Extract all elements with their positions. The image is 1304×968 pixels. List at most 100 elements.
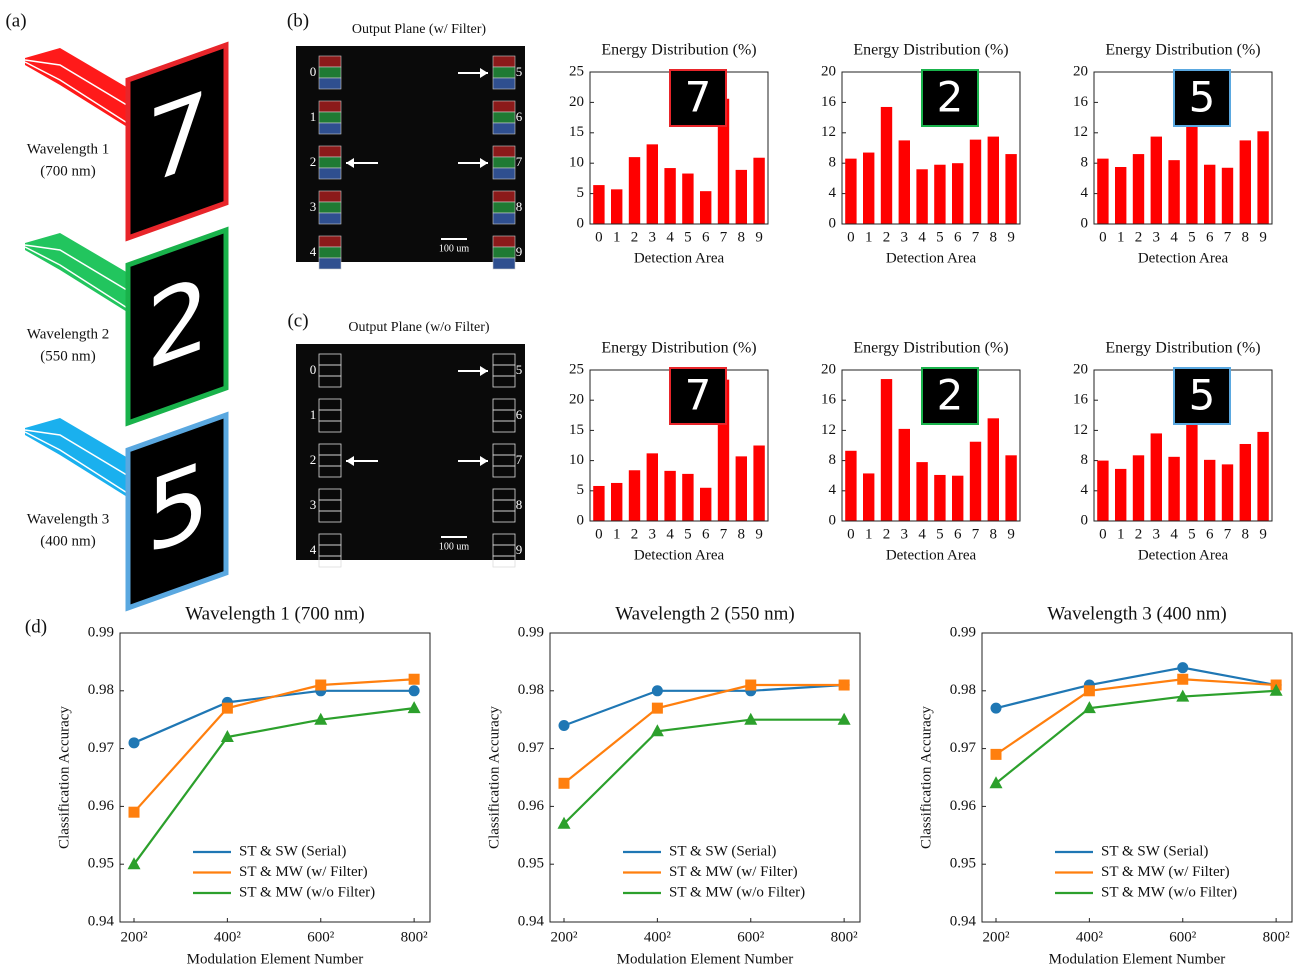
bar — [664, 470, 676, 521]
detector-label: 1 — [310, 407, 317, 422]
marker — [557, 816, 571, 829]
bar — [987, 418, 999, 521]
detector-stripe — [318, 55, 342, 68]
plot-frame — [549, 632, 861, 923]
x-tick-label: 1 — [1117, 229, 1125, 245]
bar — [1005, 154, 1017, 224]
marker — [989, 776, 1003, 789]
bar — [898, 428, 910, 521]
marker — [744, 712, 758, 725]
bar — [628, 157, 641, 224]
bar — [1132, 154, 1145, 224]
x-tick-label: 2 — [631, 526, 639, 542]
legend-label: ST & SW (Serial) — [669, 843, 776, 859]
panel-label: (c) — [287, 310, 308, 331]
detector-label: 7 — [516, 452, 523, 467]
x-tick-label: 5 — [684, 526, 692, 542]
marker — [651, 685, 663, 697]
detector-stripe — [492, 66, 516, 79]
x-tick-label: 4 — [918, 229, 926, 245]
x-axis-label: Modulation Element Number — [617, 951, 794, 967]
bar — [952, 475, 964, 521]
x-tick-label: 8 — [738, 229, 746, 245]
x-tick-label: 600² — [1169, 929, 1197, 945]
marker — [127, 857, 141, 870]
y-tick-label: 0.99 — [88, 624, 114, 640]
y-axis-label: Classification Accuracy — [918, 706, 934, 849]
y-tick-label: 12 — [1073, 422, 1088, 438]
y-tick-label: 8 — [1081, 155, 1089, 171]
series-line — [995, 678, 1277, 756]
detector-stripe — [318, 420, 342, 433]
wavelength-label: Wavelength 2 — [27, 326, 110, 342]
bar — [1186, 388, 1198, 521]
beam — [25, 233, 140, 320]
detector-stripe — [318, 201, 342, 214]
y-tick-label: 16 — [1073, 94, 1089, 110]
bar — [1204, 164, 1216, 224]
inset-frame — [669, 367, 727, 425]
x-tick-label: 5 — [1188, 229, 1196, 245]
inset-frame — [1173, 367, 1231, 425]
detector-label: 3 — [310, 199, 317, 214]
x-tick-label: 0 — [1099, 526, 1107, 542]
marker — [990, 702, 1002, 714]
chart-title: Energy Distribution (%) — [1105, 42, 1260, 59]
digit-frame — [125, 226, 229, 427]
x-tick-label: 6 — [954, 229, 962, 245]
x-tick-label: 1 — [1117, 526, 1125, 542]
detector-label: 6 — [516, 407, 523, 422]
legend-label: ST & SW (Serial) — [239, 843, 346, 859]
marker — [408, 673, 420, 685]
detector-stripe — [318, 66, 342, 79]
bar — [1132, 455, 1145, 521]
detector-stripe — [318, 111, 342, 124]
detector-stripe — [318, 156, 342, 169]
bar — [880, 379, 893, 521]
x-tick-label: 9 — [755, 229, 763, 245]
x-tick-label: 9 — [1007, 526, 1015, 542]
marker — [990, 748, 1002, 760]
bar — [593, 485, 605, 521]
y-tick-label: 25 — [569, 361, 584, 377]
detector-stripe — [492, 100, 516, 113]
bar — [753, 157, 765, 224]
detector-label: 7 — [516, 154, 523, 169]
detector-stripe — [318, 375, 342, 388]
x-tick-label: 2 — [631, 229, 639, 245]
x-tick-label: 6 — [954, 526, 962, 542]
detector-stripe — [318, 235, 342, 248]
marker — [128, 737, 140, 749]
bar — [934, 164, 946, 224]
beam-edge — [24, 244, 136, 296]
series-line — [995, 666, 1277, 710]
bar — [969, 441, 982, 521]
bar — [1115, 468, 1127, 521]
x-tick-label: 7 — [1224, 526, 1232, 542]
x-tick-label: 1 — [613, 229, 621, 245]
x-axis-label: Detection Area — [1138, 547, 1229, 563]
x-tick-label: 7 — [720, 229, 728, 245]
x-tick-label: 5 — [936, 229, 944, 245]
x-tick-label: 200² — [121, 929, 149, 945]
x-tick-label: 0 — [847, 526, 855, 542]
detector-stripe — [318, 257, 342, 270]
x-tick-label: 9 — [1259, 229, 1267, 245]
x-axis-label: Detection Area — [634, 547, 725, 563]
x-tick-label: 8 — [738, 526, 746, 542]
x-tick-label: 0 — [847, 229, 855, 245]
scale-label: 100 um — [439, 243, 470, 254]
y-tick-label: 12 — [821, 124, 836, 140]
marker — [221, 702, 233, 714]
detector-label: 3 — [310, 497, 317, 512]
y-tick-label: 0.94 — [88, 913, 115, 929]
x-tick-label: 6 — [702, 229, 710, 245]
x-tick-label: 8 — [1242, 526, 1250, 542]
x-tick-label: 1 — [865, 526, 873, 542]
marker — [1177, 662, 1189, 674]
digit: 2 — [146, 254, 210, 393]
x-tick-label: 3 — [901, 229, 909, 245]
y-tick-label: 0.98 — [950, 682, 976, 698]
detector-stripe — [318, 122, 342, 135]
x-tick-label: 2 — [883, 229, 891, 245]
